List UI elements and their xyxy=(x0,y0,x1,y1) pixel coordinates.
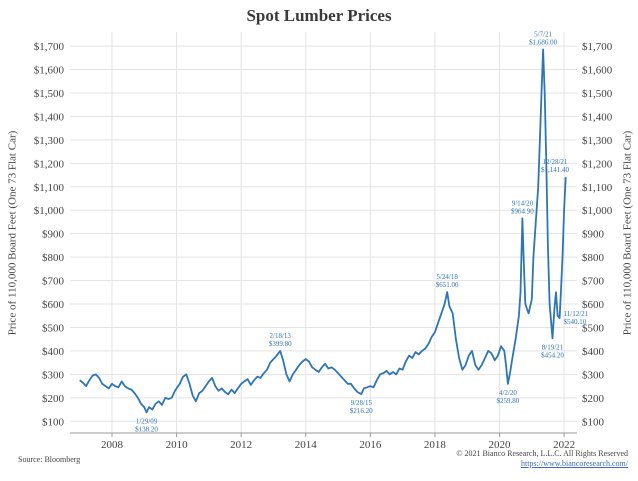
annotation-date: 8/19/21 xyxy=(542,343,564,351)
annotation-date: 9/14/20 xyxy=(512,199,534,207)
annotation-date: 4/2/20 xyxy=(499,389,517,397)
y-tick-label-left: $100 xyxy=(42,416,65,428)
y-tick-label-left: $300 xyxy=(42,369,65,381)
annotation-date: 1/29/09 xyxy=(136,417,158,425)
y-tick-label-left: $1,300 xyxy=(34,135,65,147)
y-tick-label-left: $400 xyxy=(42,346,65,358)
annotation-value: $138.20 xyxy=(135,425,158,433)
annotation-date: 11/12/21 xyxy=(564,310,589,318)
y-tick-label-right: $1,600 xyxy=(582,65,613,77)
annotation-date: 2/18/13 xyxy=(270,332,292,340)
y-tick-label-right: $100 xyxy=(582,416,605,428)
annotation-value: $964.90 xyxy=(511,207,534,215)
y-tick-label-right: $800 xyxy=(582,252,605,264)
y-tick-label-right: $900 xyxy=(582,229,605,241)
annotation-value: $454.20 xyxy=(541,351,564,359)
y-tick-label-left: $200 xyxy=(42,393,65,405)
annotation-value: $399.80 xyxy=(269,340,292,348)
annotation-date: 5/24/18 xyxy=(436,273,458,281)
grid-lines xyxy=(70,32,577,433)
x-tick-label: 2016 xyxy=(359,439,382,451)
y-tick-label-right: $200 xyxy=(582,393,605,405)
y-axis-left: $100 $200 $300 $400 $500 $600 $700 $800 $900 $1,0… xyxy=(34,41,65,428)
annotations: 1/29/09$138.20 2/18/13$399.80 9/28/15$216.… xyxy=(135,30,589,433)
x-axis: 2008 2010 2012 2014 2016 2018 2020 2022 xyxy=(101,433,575,451)
annotation-value: $1,141.40 xyxy=(541,166,570,174)
y-axis-title-right: Price of 110,000 Board Feet (One 73 Flat… xyxy=(620,130,633,335)
y-tick-label-left: $1,600 xyxy=(34,65,65,77)
y-tick-label-right: $500 xyxy=(582,322,605,334)
y-tick-label-right: $1,000 xyxy=(582,205,613,217)
x-tick-label: 2014 xyxy=(295,439,318,451)
y-tick-label-left: $1,700 xyxy=(34,41,65,53)
annotation-value: $651.00 xyxy=(436,281,459,289)
price-series xyxy=(79,48,567,414)
copyright-block: © 2021 Bianco Research, L.L.C. All Right… xyxy=(456,449,628,469)
y-tick-label-right: $1,100 xyxy=(582,182,613,194)
y-tick-label-right: $1,500 xyxy=(582,88,613,100)
annotation-value: $259.80 xyxy=(497,397,520,405)
annotation-date: 9/28/15 xyxy=(351,399,373,407)
y-tick-label-right: $400 xyxy=(582,346,605,358)
y-tick-label-right: $700 xyxy=(582,276,605,288)
x-tick-label: 2008 xyxy=(101,439,124,451)
annotation-date: 5/7/21 xyxy=(534,30,552,38)
annotation-date: 12/28/21 xyxy=(543,158,568,166)
y-axis-right: $100 $200 $300 $400 $500 $600 $700 $800 $900 $1,0… xyxy=(582,41,613,428)
annotation-value: $216.20 xyxy=(350,407,373,415)
y-tick-label-right: $1,200 xyxy=(582,158,613,170)
y-tick-label-right: $300 xyxy=(582,369,605,381)
y-tick-label-right: $1,400 xyxy=(582,111,613,123)
y-tick-label-left: $500 xyxy=(42,322,65,334)
website-link[interactable]: https://www.biancoresearch.com/ xyxy=(520,459,628,468)
y-axis-title-left: Price of 110,000 Board Feet (One 73 Flat… xyxy=(5,130,18,335)
x-tick-label: 2012 xyxy=(230,439,252,451)
chart-title: Spot Lumber Prices xyxy=(246,6,392,25)
annotation-value: $540.10 xyxy=(564,318,587,326)
y-tick-label-left: $1,200 xyxy=(34,158,65,170)
y-tick-label-left: $600 xyxy=(42,299,65,311)
y-tick-label-left: $800 xyxy=(42,252,65,264)
x-tick-label: 2010 xyxy=(166,439,189,451)
y-tick-label-left: $1,400 xyxy=(34,111,65,123)
y-tick-label-left: $1,000 xyxy=(34,205,65,217)
price-line xyxy=(79,48,567,414)
y-tick-label-left: $700 xyxy=(42,276,65,288)
y-tick-label-left: $1,500 xyxy=(34,88,65,100)
x-tick-label: 2020 xyxy=(488,439,511,451)
source-note: Source: Bloomberg xyxy=(18,455,81,464)
y-tick-label-left: $1,100 xyxy=(34,182,65,194)
copyright-text: © 2021 Bianco Research, L.L.C. All Right… xyxy=(456,449,628,458)
y-tick-label-right: $600 xyxy=(582,299,605,311)
x-tick-label: 2022 xyxy=(553,439,575,451)
annotation-value: $1,686.00 xyxy=(529,38,558,46)
y-tick-label-right: $1,300 xyxy=(582,135,613,147)
x-tick-label: 2018 xyxy=(424,439,447,451)
y-tick-label-right: $1,700 xyxy=(582,41,613,53)
y-tick-label-left: $900 xyxy=(42,229,65,241)
